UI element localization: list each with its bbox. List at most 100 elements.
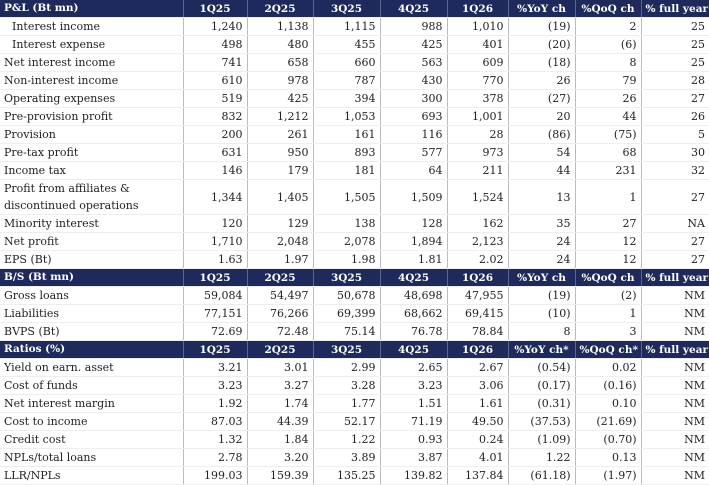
header-cell: %YoY ch* [508, 340, 576, 359]
cell: 76,266 [247, 304, 314, 323]
cell: 13 [508, 179, 576, 215]
cell: 609 [447, 53, 509, 72]
data-row: LLR/NPLs 199.03 159.39 135.25 139.82 137.84 (6… [0, 466, 709, 485]
row-label: Yield on earn. asset [0, 358, 184, 377]
cell: 54 [508, 143, 576, 162]
cell: 54,497 [247, 286, 314, 305]
cell: 1.84 [247, 430, 314, 449]
row-label: Pre-provision profit [0, 107, 184, 126]
cell: 480 [247, 35, 314, 54]
cell: 8 [575, 53, 642, 72]
header-cell: 1Q25 [183, 340, 248, 359]
cell: 128 [380, 214, 448, 233]
cell: (0.16) [575, 376, 642, 395]
cell: 27 [641, 250, 709, 269]
cell: 231 [575, 161, 642, 180]
cell: 631 [183, 143, 248, 162]
cell: 79 [575, 71, 642, 90]
cell: 72.69 [183, 322, 248, 341]
data-row: EPS (Bt) 1.63 1.97 1.98 1.81 2.02 24 12 27 [0, 250, 709, 269]
cell: 1 [575, 304, 642, 323]
header-cell: 4Q25 [380, 268, 448, 287]
cell: 3.01 [247, 358, 314, 377]
header-cell: 3Q25 [313, 340, 381, 359]
cell: 59,084 [183, 286, 248, 305]
cell: 68 [575, 143, 642, 162]
data-row: BVPS (Bt) 72.69 72.48 75.14 76.78 78.84 8 3 NM [0, 322, 709, 341]
header-row: B/S (Bt mn) 1Q25 2Q25 3Q25 4Q25 1Q26 %YoY ch %Q… [0, 268, 709, 287]
data-row: Credit cost 1.32 1.84 1.22 0.93 0.24 (1.09) (0.… [0, 430, 709, 449]
cell: 1,240 [183, 17, 248, 36]
cell: 1 [575, 179, 642, 215]
cell: 1,505 [313, 179, 381, 215]
data-row: Cost to income 87.03 44.39 52.17 71.19 49.50(… [0, 412, 709, 431]
header-cell: 2Q25 [247, 0, 314, 18]
cell: NM [641, 412, 709, 431]
header-cell: 1Q25 [183, 268, 248, 287]
cell: 693 [380, 107, 448, 126]
cell: 610 [183, 71, 248, 90]
cell: 44.39 [247, 412, 314, 431]
cell: 1.92 [183, 394, 248, 413]
cell: 2,048 [247, 232, 314, 251]
cell: 394 [313, 89, 381, 108]
cell: 25 [641, 17, 709, 36]
cell: 72.48 [247, 322, 314, 341]
cell: 64 [380, 161, 448, 180]
cell: (0.17) [508, 376, 576, 395]
cell: 1,509 [380, 179, 448, 215]
cell: (1.09) [508, 430, 576, 449]
data-row: Operating expenses 519 425 394 300 378 (27) 26 2… [0, 89, 709, 108]
cell: 893 [313, 143, 381, 162]
cell: 425 [247, 89, 314, 108]
cell: NM [641, 286, 709, 305]
cell: 950 [247, 143, 314, 162]
cell: 25 [641, 35, 709, 54]
header-cell: 1Q26 [447, 268, 509, 287]
cell: 120 [183, 214, 248, 233]
cell: 77,151 [183, 304, 248, 323]
cell: NM [641, 394, 709, 413]
cell: 2.99 [313, 358, 381, 377]
data-row: Gross loans 59,084 54,497 50,678 48,698 47,95… [0, 286, 709, 305]
data-row: Pre-provision profit 832 1,212 1,053 693 1,00… [0, 107, 709, 126]
cell: 71.19 [380, 412, 448, 431]
cell: 1,524 [447, 179, 509, 215]
cell: 1,405 [247, 179, 314, 215]
header-row: Ratios (%) 1Q25 2Q25 3Q25 4Q25 1Q26 %YoY ch* %Q… [0, 340, 709, 359]
header-cell: % full year [641, 268, 709, 287]
row-label: Net profit [0, 232, 184, 251]
cell: 741 [183, 53, 248, 72]
cell: 577 [380, 143, 448, 162]
cell: 162 [447, 214, 509, 233]
cell: 1.22 [313, 430, 381, 449]
cell: 1.22 [508, 448, 576, 467]
cell: 0.93 [380, 430, 448, 449]
row-label: Cost to income [0, 412, 184, 431]
cell: (19) [508, 286, 576, 305]
header-cell: %QoQ ch [575, 0, 642, 18]
header-cell: 3Q25 [313, 268, 381, 287]
header-cell: % full year [641, 340, 709, 359]
cell: (27) [508, 89, 576, 108]
header-cell: % full year [641, 0, 709, 18]
header-cell: %YoY ch [508, 268, 576, 287]
cell: 3.89 [313, 448, 381, 467]
cell: 563 [380, 53, 448, 72]
cell: NM [641, 430, 709, 449]
cell: 25 [641, 53, 709, 72]
cell: 1.97 [247, 250, 314, 269]
cell: 48,698 [380, 286, 448, 305]
cell: 20 [508, 107, 576, 126]
cell: 430 [380, 71, 448, 90]
cell: 1.81 [380, 250, 448, 269]
row-label: Minority interest [0, 214, 184, 233]
cell: 26 [641, 107, 709, 126]
cell: 2,123 [447, 232, 509, 251]
row-label: Profit from affiliates & discontinued op… [0, 179, 184, 215]
cell: 139.82 [380, 466, 448, 485]
row-label: Net interest margin [0, 394, 184, 413]
cell: NM [641, 358, 709, 377]
header-cell: 3Q25 [313, 0, 381, 18]
cell: 1,894 [380, 232, 448, 251]
